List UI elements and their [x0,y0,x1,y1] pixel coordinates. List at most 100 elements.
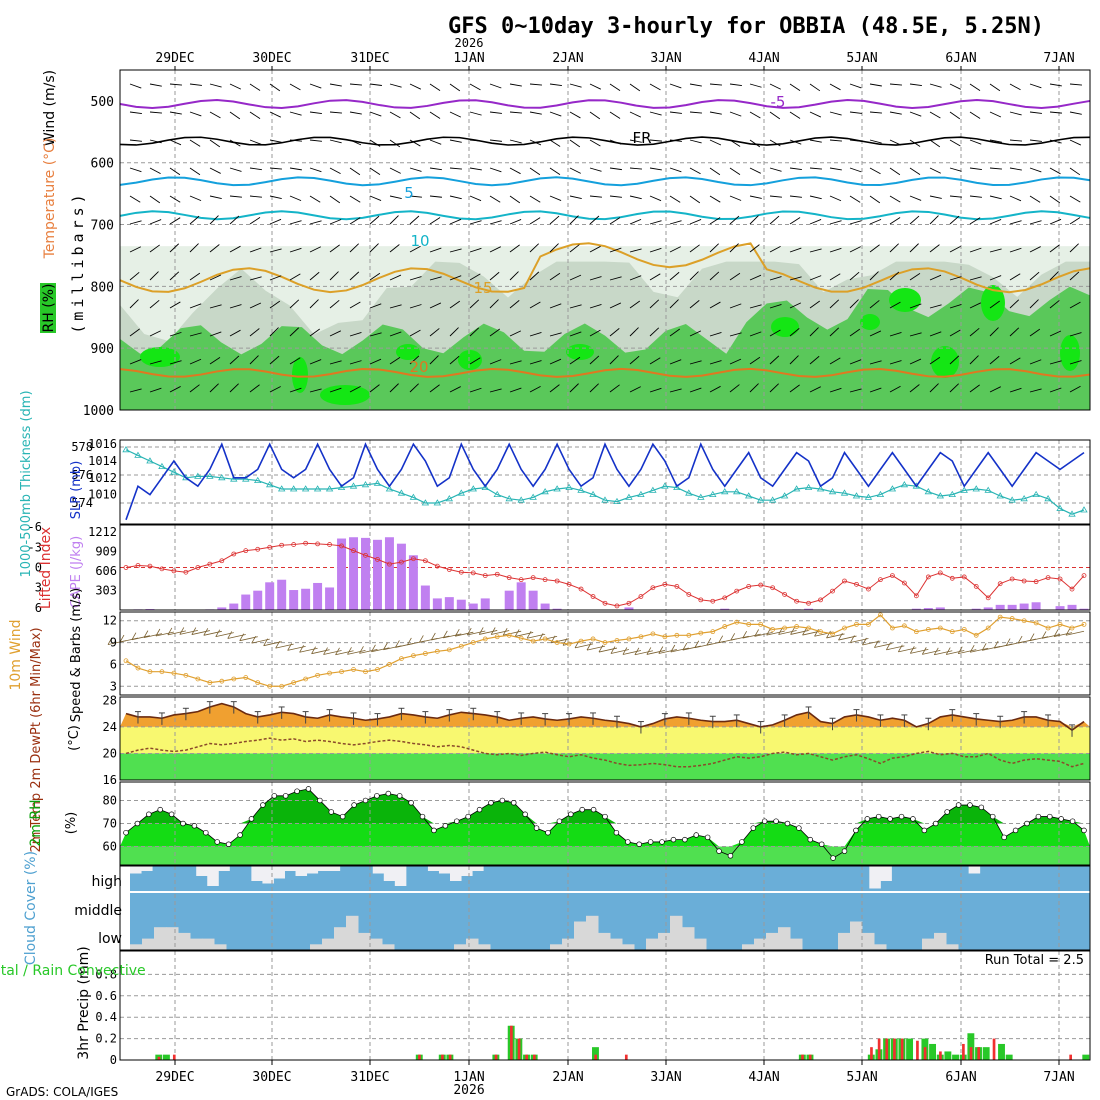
wind-barb [789,217,801,225]
wind-barb [789,83,801,91]
rh2m-point [1001,834,1007,841]
wind-barb [189,139,201,147]
pressure-ticks: 500 600 700 800 900 1000 [83,95,114,419]
wind-barb [169,111,182,115]
axis-tick-label: 1010 [88,488,117,502]
rh2m-point [568,811,574,818]
chart-title: GFS 0~10day 3-hourly for OBBIA (48.5E, 5… [448,14,1044,39]
rh2m-point [396,793,403,799]
rh2m-point [579,806,585,813]
cloud-low-bar [358,932,371,950]
slp-thickness-ticks: 578 576 574 1016 1014 1012 1010 [71,437,117,510]
cloud-low-bar [874,944,887,950]
precip-conv-bar [624,1054,628,1060]
rh2m-point [203,829,209,836]
wind-barb [509,111,522,114]
axis-tick-label: 576 [71,468,93,482]
axis-tick-label: -3 [28,540,42,554]
wind-barb [969,195,982,198]
wind-barb [749,195,762,199]
rh2m-point [693,832,699,838]
rh2m-point [864,816,871,822]
wind10m-barb [1029,636,1049,641]
cloud-high-clear [207,866,219,886]
precip-ticks: 0.8 0.6 0.4 0.2 0 [95,967,117,1067]
rh2m-point [932,820,939,827]
cape-bar [361,537,370,610]
precip-conv-bar [977,1047,981,1060]
wind-barb [609,195,622,198]
cloud-low-bar [190,938,203,950]
wind10m-ticks: 12 9 6 3 [103,614,117,694]
wind-barb [209,111,221,119]
cape-bar [480,598,490,610]
axis-tick-label: -6 [28,520,42,534]
wind-barb [409,83,422,90]
rh2m-point [362,797,369,804]
isotherm-label: 20 [409,358,428,376]
wind10m-barb [610,649,630,654]
wind-barb [289,220,302,225]
wind-barb [789,111,801,119]
wind-barb [409,111,421,120]
wind-barb [789,167,802,171]
cloud-high-clear [450,866,462,881]
axis-tick-label: 20 [103,746,117,760]
cloud-low-bar [778,927,791,950]
isotherm-label: 5 [404,184,414,202]
rh2m-point [853,827,859,834]
wind-barb [529,167,541,176]
cloud-high-label: high [91,874,122,890]
cloud-low-bar [946,944,959,950]
wind-barb [689,83,702,87]
wind-barb [369,111,382,117]
wind-barb [129,167,142,173]
wind-barb [629,167,642,170]
rh2m-point [1047,813,1053,820]
rh2m-point [955,802,962,808]
wind-barb [989,111,1002,118]
rh2m-point [146,811,152,818]
rh2m-point [887,816,893,822]
rh2m-point [659,839,665,845]
cape-bar [241,594,251,610]
wind-barb [649,167,662,171]
thickness-axis-title: 1000-500mb Thickness (dm) [19,390,34,577]
top-date-axis: 29DEC 30DEC 31DEC 1JAN 2JAN 3JAN 4JAN 5JAN 6JAN 7… [155,51,1075,70]
cloud-high-clear [383,866,396,881]
rh2m-point [317,797,323,804]
wind-barb [489,139,502,142]
axis-tick-label: 3 [35,581,42,595]
wind-barb [1049,195,1061,204]
precip-panel: 0.8 0.6 0.4 0.2 0 Run Total = 2.5 3hr Precip… [0,946,1091,1067]
wind-barb [849,167,862,173]
rh2m-point [625,839,631,845]
wind-barb [229,111,241,120]
wind-barb [189,195,202,202]
wind-barb [1049,111,1062,114]
axis-tick-label: 303 [95,583,117,597]
wind10m-barb [1041,634,1061,639]
wind-barb [649,220,662,225]
wind-barb [809,167,822,170]
cape-li-data [120,525,1090,610]
rh2m-point [328,809,335,815]
cloud-high-clear [196,866,208,876]
rh2m-panel: 80 70 60 2m RH (%) [28,781,1091,866]
axis-tick-label: 1012 [88,471,117,485]
cloud-middle-label: middle [74,903,122,919]
wind-barb [349,111,362,115]
cloud-high-clear [328,866,341,871]
cape-bar [313,582,323,610]
cape-bar [301,588,311,610]
cloud-low-bar [334,927,347,950]
wind-barb [249,167,262,171]
bottom-date-label: 2JAN [552,1070,583,1085]
wind-barb [869,167,881,175]
cloud-low-bar [586,915,599,950]
wind-barb [749,83,762,88]
precip-conv-bar [510,1025,513,1060]
wind-barb [729,195,742,201]
rh2m-point [134,820,141,827]
slp-thickness-lines [120,440,1090,524]
